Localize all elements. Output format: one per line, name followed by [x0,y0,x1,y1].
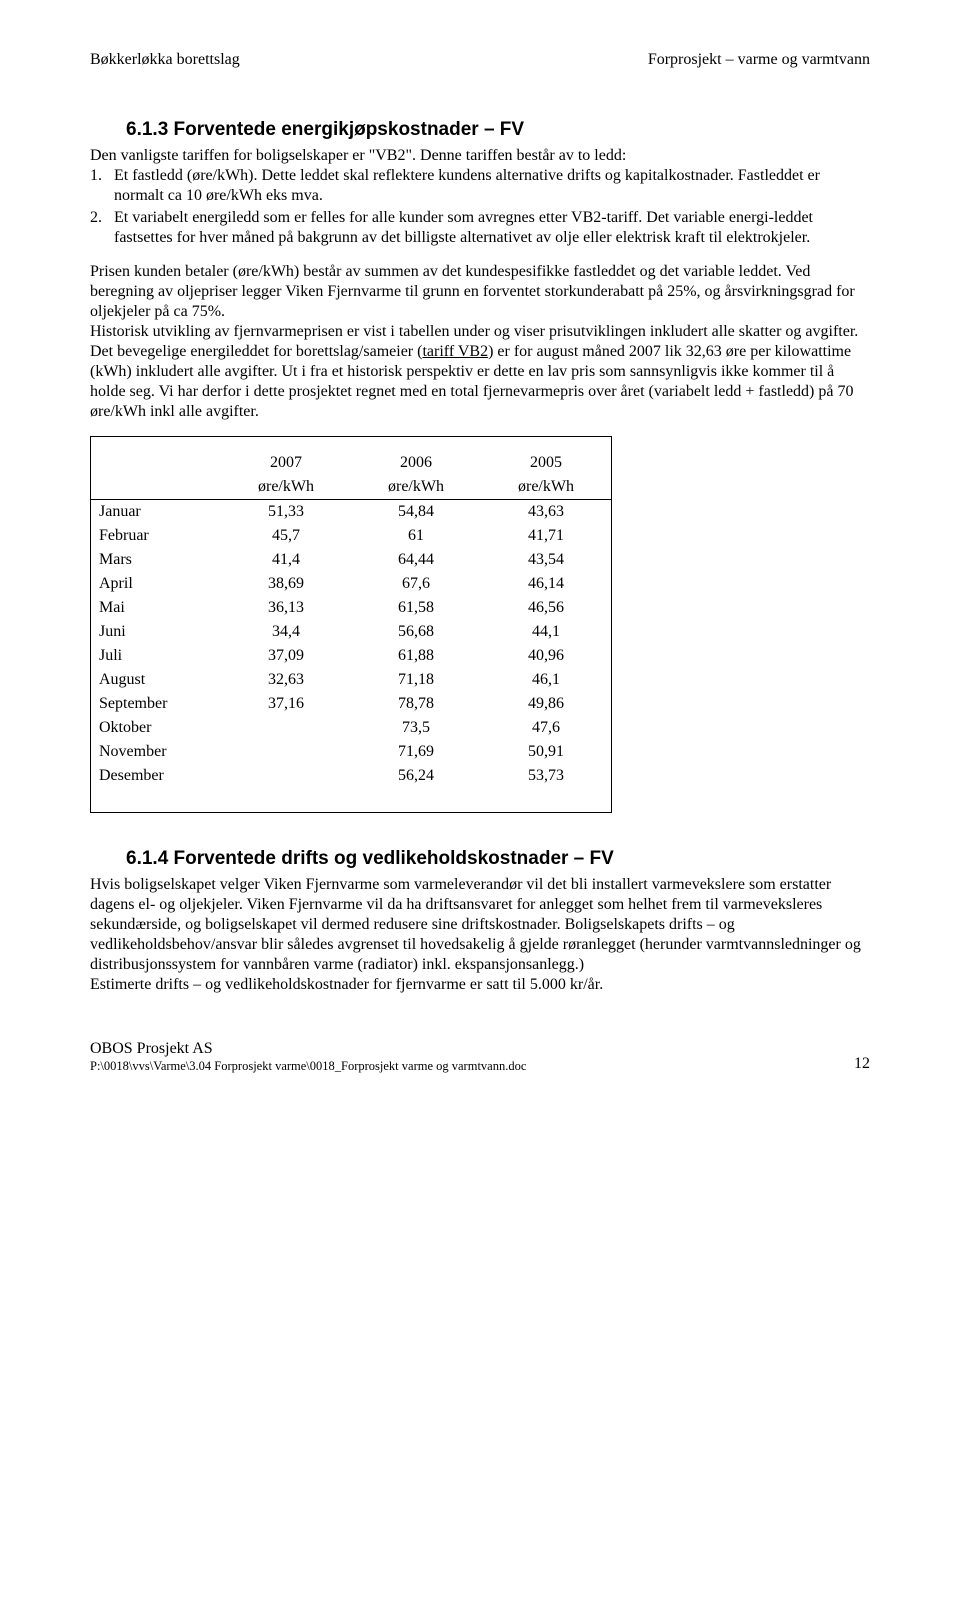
year-col: 2007 [221,447,351,475]
value-cell: 53,73 [481,764,611,788]
value-cell: 37,16 [221,692,351,716]
table-corner [91,475,221,500]
unit-col: øre/kWh [351,475,481,500]
list-number: 2. [90,208,114,248]
value-cell: 41,71 [481,524,611,548]
month-cell: April [91,572,221,596]
table-corner [91,447,221,475]
table-row: Juli37,0961,8840,96 [91,644,611,668]
section-613-p1: Prisen kunden betaler (øre/kWh) består a… [90,262,870,322]
value-cell: 73,5 [351,716,481,740]
header-left: Bøkkerløkka borettslag [90,50,240,70]
value-cell: 46,56 [481,596,611,620]
month-cell: Juni [91,620,221,644]
footer-left: OBOS Prosjekt AS P:\0018\vvs\Varme\3.04 … [90,1039,526,1075]
table-row: Mai36,1361,5846,56 [91,596,611,620]
section-614-heading: 6.1.4 Forventede drifts og vedlikeholdsk… [126,847,870,871]
header-right: Forprosjekt – varme og varmtvann [648,50,870,70]
value-cell: 41,4 [221,548,351,572]
value-cell: 61 [351,524,481,548]
list-item: 2. Et variabelt energiledd som er felles… [90,208,870,248]
value-cell [221,716,351,740]
list-item: 1. Et fastledd (øre/kWh). Dette leddet s… [90,166,870,206]
month-cell: Februar [91,524,221,548]
value-cell: 45,7 [221,524,351,548]
value-cell: 64,44 [351,548,481,572]
value-cell: 61,88 [351,644,481,668]
value-cell: 47,6 [481,716,611,740]
value-cell: 67,6 [351,572,481,596]
value-cell: 40,96 [481,644,611,668]
value-cell: 37,09 [221,644,351,668]
month-cell: August [91,668,221,692]
unit-col: øre/kWh [221,475,351,500]
section-613-p2: Historisk utvikling av fjernvarmeprisen … [90,322,870,422]
table-row: Desember 56,2453,73 [91,764,611,788]
section-614-p1: Hvis boligselskapet velger Viken Fjernva… [90,875,870,975]
year-col: 2005 [481,447,611,475]
value-cell [221,764,351,788]
p2-underline: tariff VB2 [422,343,488,360]
table-row: April38,6967,646,14 [91,572,611,596]
section-613-heading: 6.1.3 Forventede energikjøpskostnader – … [126,118,870,142]
list-text: Et variabelt energiledd som er felles fo… [114,208,870,248]
value-cell [221,740,351,764]
month-cell: Juli [91,644,221,668]
value-cell: 54,84 [351,499,481,524]
value-cell: 61,58 [351,596,481,620]
list-text: Et fastledd (øre/kWh). Dette leddet skal… [114,166,870,206]
unit-col: øre/kWh [481,475,611,500]
value-cell: 44,1 [481,620,611,644]
month-cell: Mars [91,548,221,572]
page-header: Bøkkerløkka borettslag Forprosjekt – var… [90,50,870,70]
table-row: Januar51,3354,8443,63 [91,499,611,524]
table-row: August32,6371,1846,1 [91,668,611,692]
value-cell: 43,63 [481,499,611,524]
footer-path: P:\0018\vvs\Varme\3.04 Forprosjekt varme… [90,1059,526,1075]
year-col: 2006 [351,447,481,475]
month-cell: Desember [91,764,221,788]
price-table-container: 2007 2006 2005 øre/kWh øre/kWh øre/kWh J… [90,436,612,813]
section-613-intro: Den vanligste tariffen for boligselskape… [90,146,870,166]
price-table: 2007 2006 2005 øre/kWh øre/kWh øre/kWh J… [91,447,611,788]
month-cell: Mai [91,596,221,620]
value-cell: 71,18 [351,668,481,692]
table-row: Juni34,456,6844,1 [91,620,611,644]
table-row: November 71,6950,91 [91,740,611,764]
table-row: Mars41,464,4443,54 [91,548,611,572]
table-row: Oktober 73,547,6 [91,716,611,740]
month-cell: September [91,692,221,716]
month-cell: Oktober [91,716,221,740]
value-cell: 71,69 [351,740,481,764]
tariff-list: 1. Et fastledd (øre/kWh). Dette leddet s… [90,166,870,248]
value-cell: 38,69 [221,572,351,596]
footer-company: OBOS Prosjekt AS [90,1039,526,1059]
footer-page-number: 12 [854,1054,870,1074]
value-cell: 56,24 [351,764,481,788]
value-cell: 56,68 [351,620,481,644]
month-cell: Januar [91,499,221,524]
table-row: Februar45,76141,71 [91,524,611,548]
value-cell: 49,86 [481,692,611,716]
value-cell: 36,13 [221,596,351,620]
page-footer: OBOS Prosjekt AS P:\0018\vvs\Varme\3.04 … [90,1039,870,1075]
value-cell: 51,33 [221,499,351,524]
value-cell: 46,14 [481,572,611,596]
table-head-units: øre/kWh øre/kWh øre/kWh [91,475,611,500]
section-614-p2: Estimerte drifts – og vedlikeholdskostna… [90,975,870,995]
list-number: 1. [90,166,114,206]
value-cell: 32,63 [221,668,351,692]
table-row: September37,1678,7849,86 [91,692,611,716]
value-cell: 43,54 [481,548,611,572]
value-cell: 34,4 [221,620,351,644]
value-cell: 78,78 [351,692,481,716]
month-cell: November [91,740,221,764]
value-cell: 50,91 [481,740,611,764]
value-cell: 46,1 [481,668,611,692]
table-head-years: 2007 2006 2005 [91,447,611,475]
